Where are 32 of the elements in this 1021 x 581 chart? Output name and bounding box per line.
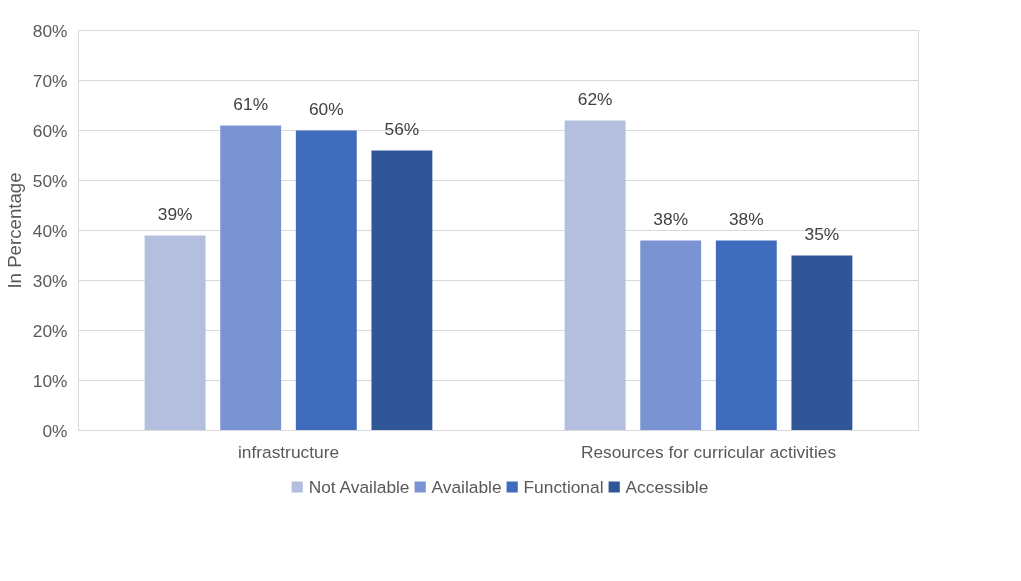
y-tick-label: 50% bbox=[32, 170, 68, 191]
bar bbox=[371, 150, 433, 431]
data-label: 56% bbox=[384, 118, 420, 139]
y-axis-title: In Percentage bbox=[3, 172, 25, 289]
bar bbox=[791, 255, 853, 431]
y-tick-label: 30% bbox=[32, 270, 68, 291]
bar bbox=[144, 235, 206, 431]
x-tick-label: infrastructure bbox=[237, 441, 340, 462]
legend-label: Accessible bbox=[625, 476, 709, 497]
y-tick-label: 40% bbox=[32, 220, 68, 241]
y-tick-label: 80% bbox=[32, 20, 68, 41]
y-tick-label: 70% bbox=[32, 70, 68, 91]
y-tick-label: 10% bbox=[32, 370, 68, 391]
bar bbox=[640, 240, 702, 431]
legend-label: Not Available bbox=[308, 476, 410, 497]
data-label: 38% bbox=[728, 208, 764, 229]
data-label: 61% bbox=[233, 93, 269, 114]
data-label: 38% bbox=[653, 208, 689, 229]
y-tick-label: 0% bbox=[42, 420, 68, 441]
data-label: 39% bbox=[157, 203, 193, 224]
y-tick-label: 20% bbox=[32, 320, 68, 341]
x-tick-label: Resources for curricular activities bbox=[580, 441, 837, 462]
data-label: 35% bbox=[804, 223, 840, 244]
bar bbox=[564, 120, 626, 431]
legend-label: Available bbox=[431, 476, 502, 497]
bar bbox=[715, 240, 777, 431]
data-label: 60% bbox=[308, 98, 344, 119]
bar bbox=[295, 130, 357, 431]
bar bbox=[220, 125, 282, 431]
data-label: 62% bbox=[577, 88, 613, 109]
y-tick-label: 60% bbox=[32, 120, 68, 141]
legend-label: Functional bbox=[523, 476, 604, 497]
